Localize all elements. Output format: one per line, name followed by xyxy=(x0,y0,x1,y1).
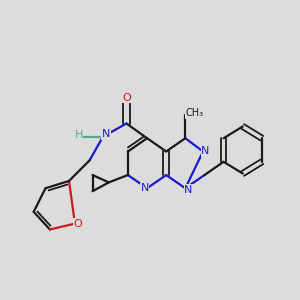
Text: N: N xyxy=(201,146,209,157)
Text: N: N xyxy=(140,183,149,193)
Text: N: N xyxy=(102,129,110,140)
Text: N: N xyxy=(184,185,193,195)
Text: O: O xyxy=(74,219,82,229)
Text: O: O xyxy=(122,93,131,103)
Text: CH₃: CH₃ xyxy=(185,108,203,118)
Text: H: H xyxy=(75,130,83,140)
